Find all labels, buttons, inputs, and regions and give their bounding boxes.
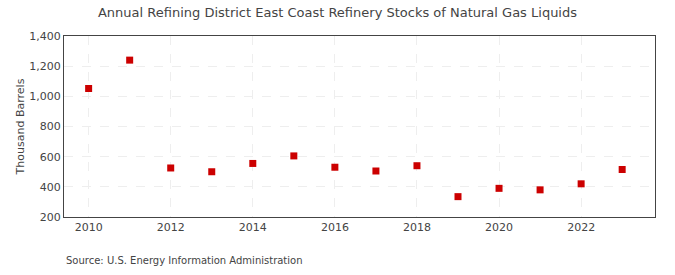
svg-text:2010: 2010 bbox=[75, 221, 103, 234]
svg-text:2018: 2018 bbox=[403, 221, 431, 234]
svg-text:1,400: 1,400 bbox=[29, 30, 61, 43]
svg-text:200: 200 bbox=[40, 211, 61, 224]
svg-text:1,200: 1,200 bbox=[29, 60, 61, 73]
svg-text:400: 400 bbox=[40, 181, 61, 194]
svg-text:1,000: 1,000 bbox=[29, 90, 61, 103]
svg-text:Thousand Barrels: Thousand Barrels bbox=[14, 78, 27, 175]
svg-text:600: 600 bbox=[40, 151, 61, 164]
svg-text:2014: 2014 bbox=[239, 221, 267, 234]
svg-text:2016: 2016 bbox=[321, 221, 349, 234]
svg-text:2022: 2022 bbox=[567, 221, 595, 234]
svg-text:2020: 2020 bbox=[485, 221, 513, 234]
svg-text:2012: 2012 bbox=[157, 221, 185, 234]
svg-text:Annual Refining District East: Annual Refining District East Coast Refi… bbox=[98, 5, 577, 20]
svg-text:Source: U.S. Energy Informatio: Source: U.S. Energy Information Administ… bbox=[66, 255, 303, 266]
svg-text:800: 800 bbox=[40, 120, 61, 133]
